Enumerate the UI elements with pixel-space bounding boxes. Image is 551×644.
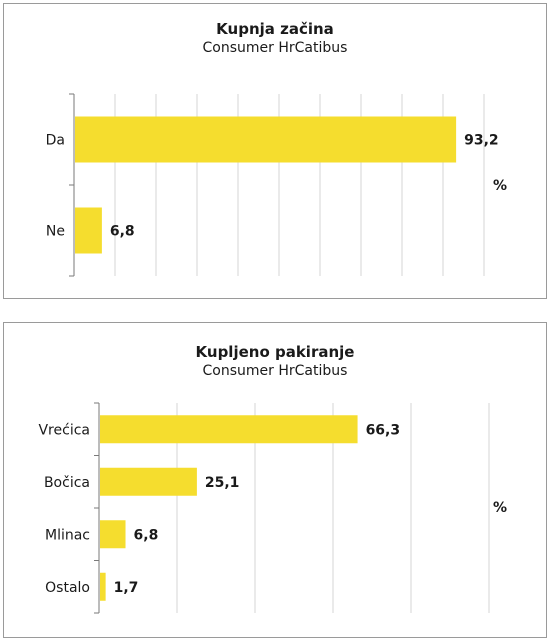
unit-label: %	[493, 500, 507, 516]
chart-subtitle: Consumer HrCatibus	[202, 40, 348, 56]
chart-1-svg: Da 93,2 Ne 6,8%	[46, 93, 507, 277]
bar	[100, 467, 197, 496]
bar	[75, 116, 457, 163]
bar	[100, 572, 106, 601]
value-label: 25,1	[205, 475, 240, 491]
chart-2-svg: Vrećica 66,3 Bočica 25,1 Mlinac 6,8 Ostalo 1,7%	[38, 402, 507, 614]
chart-subtitle: Consumer HrCatibus	[202, 363, 348, 379]
category-label: Ostalo	[45, 580, 90, 596]
category-label: Da	[46, 133, 65, 149]
value-label: 66,3	[366, 422, 401, 438]
bar	[100, 520, 126, 549]
bar	[75, 207, 102, 254]
unit-label: %	[493, 178, 507, 194]
chart-panel-2: Kupljeno pakiranje Consumer HrCatibus Vr…	[3, 322, 547, 638]
category-label: Vrećica	[38, 422, 90, 438]
value-label: 6,8	[110, 224, 135, 240]
value-label: 1,7	[114, 580, 139, 596]
category-label: Ne	[46, 224, 65, 240]
chart-panel-1: Kupnja začina Consumer HrCatibus Da 93,2 N…	[3, 3, 547, 299]
chart-title: Kupnja začina	[216, 20, 334, 38]
category-label: Mlinac	[45, 527, 90, 543]
bar	[100, 415, 358, 444]
value-label: 6,8	[134, 527, 159, 543]
chart-title: Kupljeno pakiranje	[195, 343, 355, 361]
value-label: 93,2	[464, 133, 499, 149]
category-label: Bočica	[44, 475, 90, 491]
